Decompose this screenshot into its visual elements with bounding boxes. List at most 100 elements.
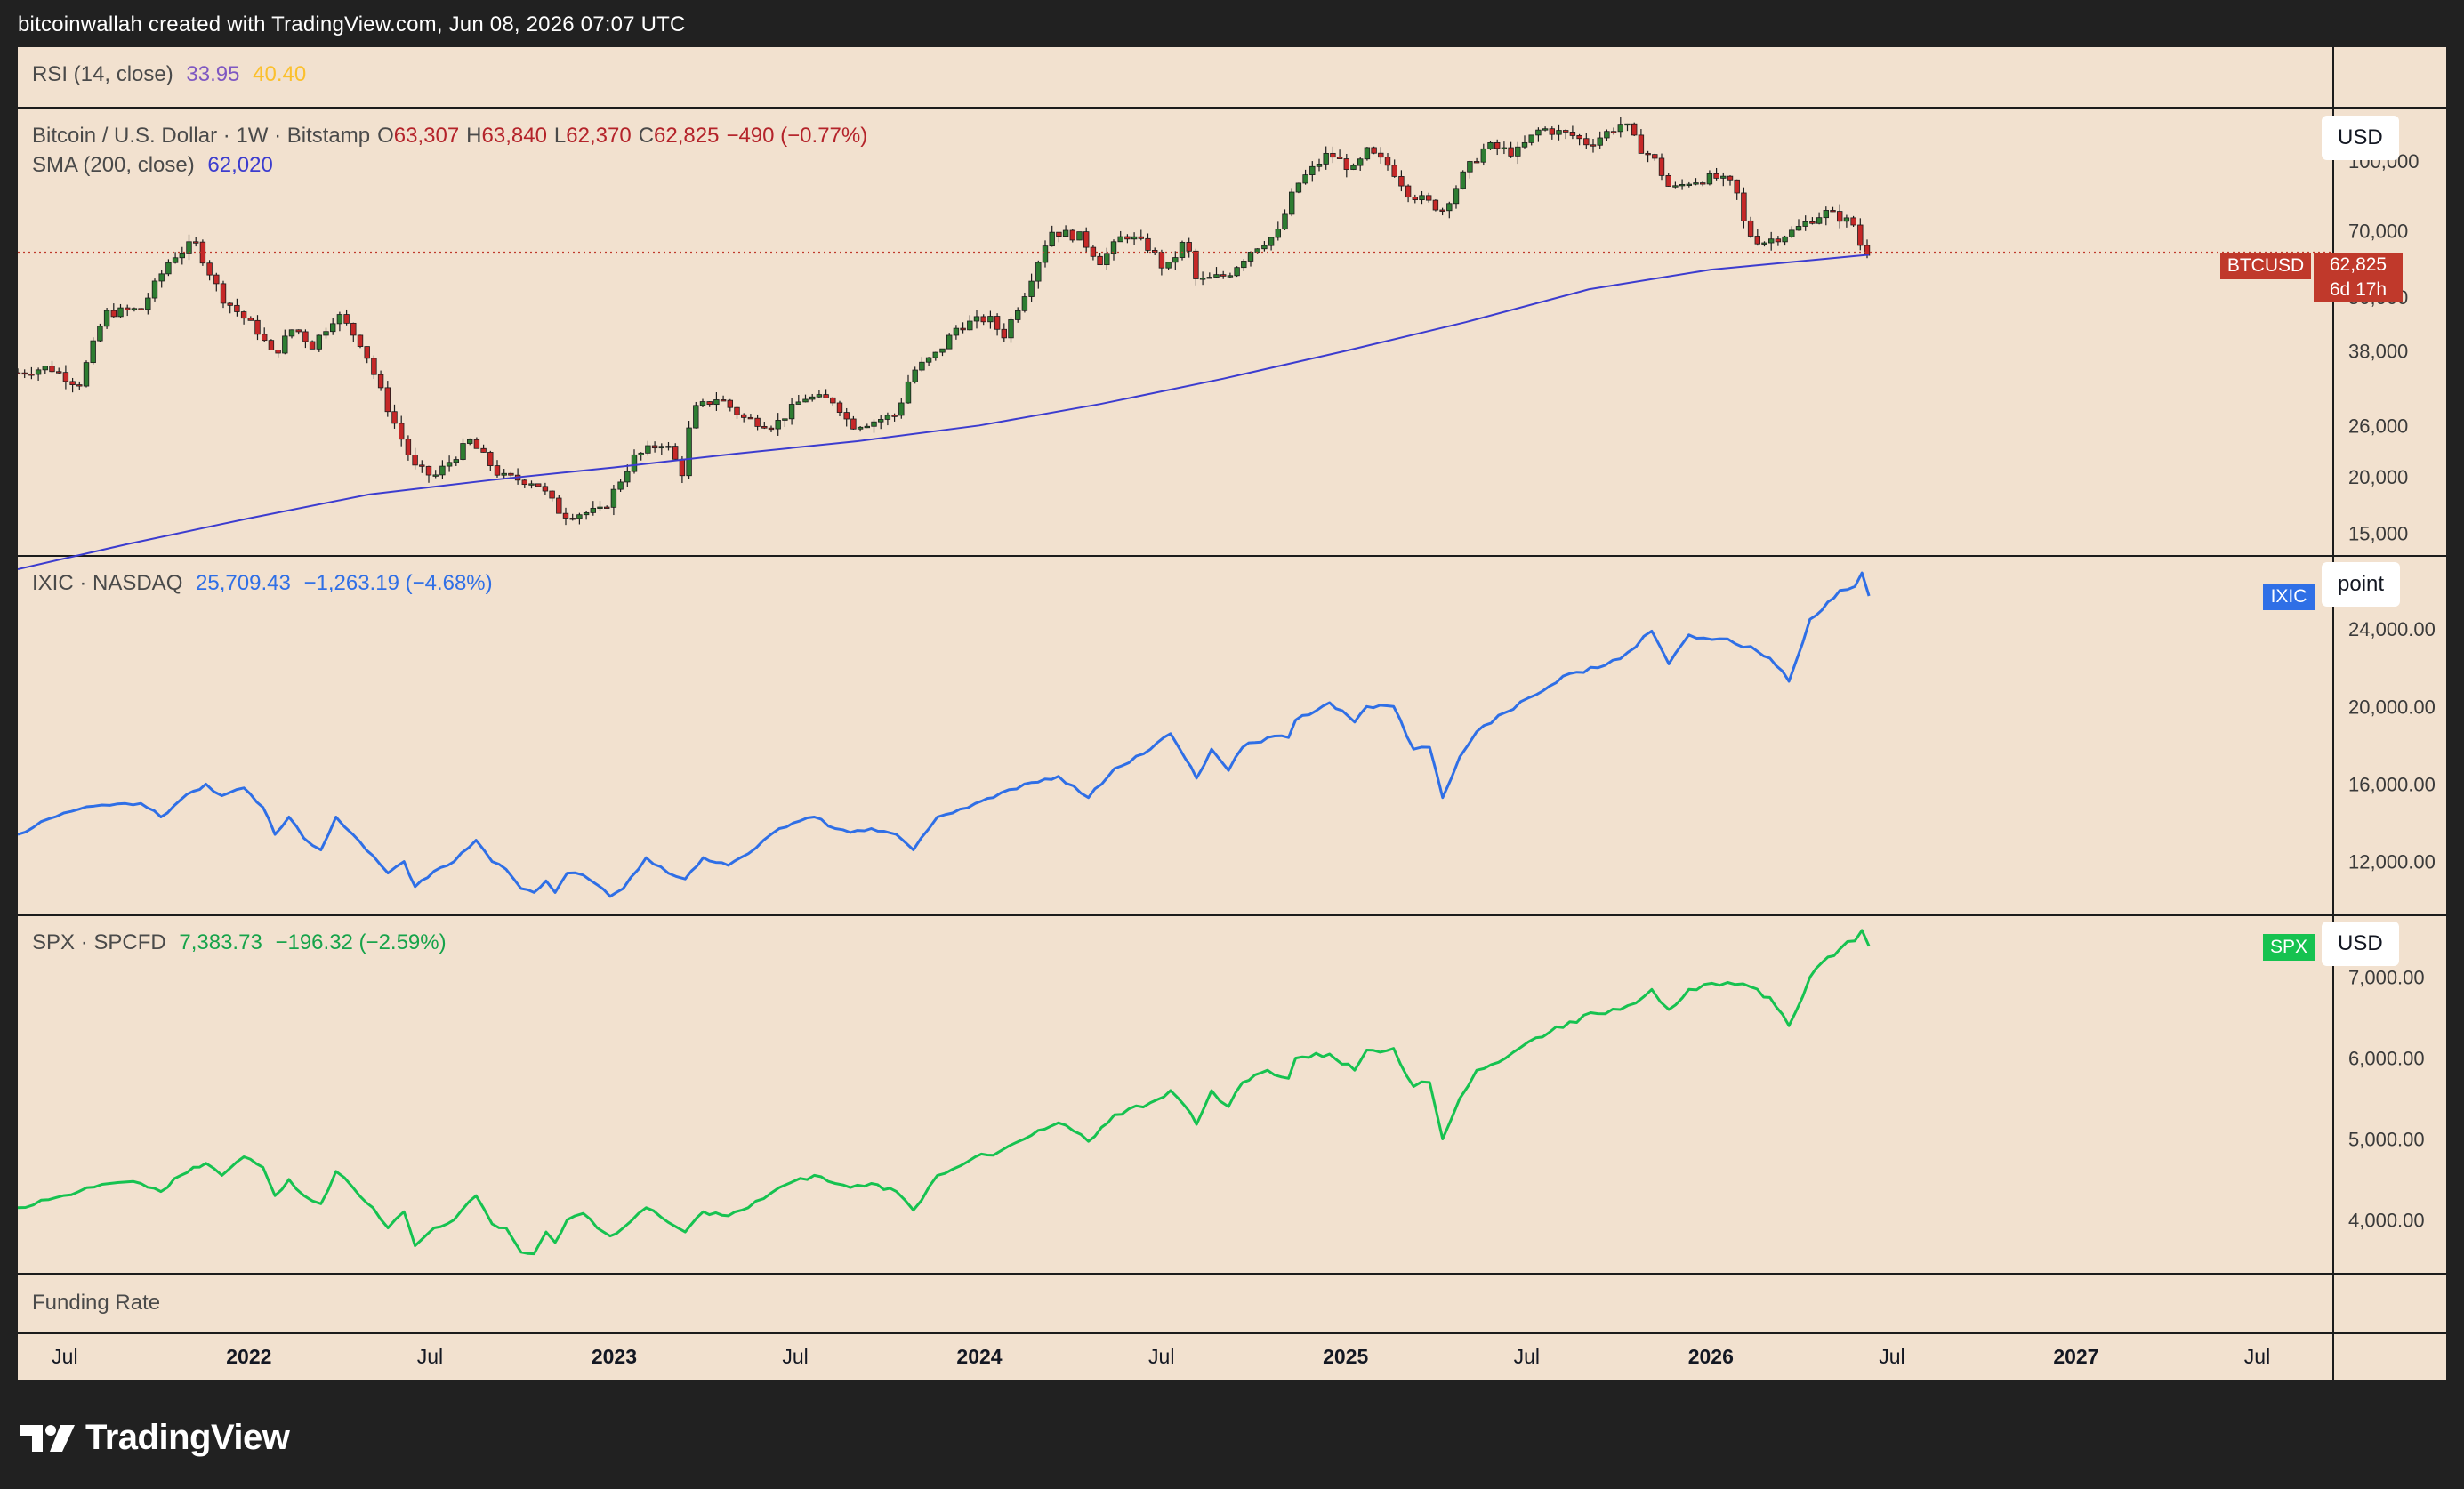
btc-candle — [247, 318, 254, 321]
btc-candle — [1104, 253, 1110, 266]
btc-price-badge: 62,825 6d 17h — [2314, 253, 2403, 302]
ixic-symbol-badge: IXIC — [2263, 584, 2315, 610]
ixic-unit-selector[interactable]: point — [2322, 562, 2401, 607]
btc-candle — [42, 366, 48, 371]
btc-candle — [1535, 129, 1542, 136]
btc-candle — [1035, 262, 1042, 282]
btc-high-label: H — [466, 124, 482, 148]
ixic-price-tick: 16,000.00 — [2348, 773, 2436, 795]
btc-unit-selector[interactable]: USD — [2322, 116, 2399, 160]
btc-price-tick: 38,000 — [2348, 341, 2408, 363]
sma-value: 62,020 — [207, 153, 273, 177]
btc-candle — [1850, 217, 1856, 226]
btc-candle — [151, 280, 158, 299]
btc-candle — [693, 405, 699, 429]
btc-candle — [665, 446, 672, 448]
btc-candle — [768, 427, 775, 431]
btc-candle — [288, 329, 295, 337]
btc-candle — [28, 374, 35, 376]
btc-price-tick: 20,000 — [2348, 466, 2408, 488]
btc-candle — [1241, 261, 1247, 269]
btc-candle — [1617, 124, 1623, 133]
btc-candle — [1213, 274, 1220, 278]
btc-candle — [1062, 229, 1069, 237]
btc-price-tick: 70,000 — [2348, 221, 2408, 243]
ixic-price-tick: 12,000.00 — [2348, 851, 2436, 873]
chart-frame[interactable]: Jul 2022 Jul 2023 Jul 2024 Jul 2025 Jul 2026 Jul 20… — [18, 47, 2446, 1380]
btc-candle — [727, 399, 733, 408]
btc-candle — [158, 273, 165, 282]
btc-candle — [316, 334, 322, 350]
btc-candle — [1576, 135, 1582, 140]
spx-change: −196.32 (−2.59%) — [275, 930, 447, 954]
btc-candle — [1439, 209, 1445, 212]
btc-candle — [1467, 161, 1473, 173]
btc-candle — [1446, 203, 1453, 212]
btc-symbol-label: Bitcoin / U.S. Dollar · 1W · Bitstamp — [32, 124, 371, 148]
time-axis-tick: Jul — [1879, 1345, 1904, 1368]
btc-candle — [1549, 128, 1555, 135]
ixic-change: −1,263.19 (−4.68%) — [303, 571, 493, 595]
btc-candle — [18, 372, 21, 374]
chart-canvas[interactable]: Jul 2022 Jul 2023 Jul 2024 Jul 2025 Jul 2026 Jul 20… — [18, 47, 2446, 1380]
btc-candle — [1604, 131, 1610, 139]
btc-candle — [234, 304, 240, 312]
btc-candle — [90, 340, 96, 364]
btc-candle — [1453, 188, 1460, 205]
btc-candle — [973, 316, 980, 322]
tradingview-brand-name: TradingView — [85, 1418, 290, 1457]
time-axis-tick: 2022 — [226, 1345, 271, 1368]
btc-candle — [1234, 267, 1240, 277]
ixic-value: 25,709.43 — [196, 571, 291, 595]
btc-legend: Bitcoin / U.S. Dollar · 1W · Bitstamp O63… — [32, 124, 874, 149]
spx-price-tick: 5,000.00 — [2348, 1129, 2425, 1151]
btc-candle — [1172, 257, 1179, 263]
btc-candle — [1610, 131, 1617, 133]
btc-candle — [1261, 245, 1268, 250]
btc-candle — [1008, 319, 1014, 339]
btc-candle — [1672, 185, 1679, 188]
btc-candle — [165, 262, 172, 275]
btc-candle — [138, 308, 144, 310]
btc-candle — [1747, 220, 1754, 237]
btc-candle — [754, 417, 761, 427]
btc-candle — [1761, 242, 1767, 245]
btc-candle — [1741, 192, 1747, 221]
btc-candle — [1795, 226, 1802, 231]
btc-candle — [713, 399, 720, 406]
btc-candle — [898, 402, 905, 416]
btc-candle — [1809, 221, 1816, 224]
btc-candle — [1665, 174, 1671, 187]
tradingview-logo-icon — [20, 1424, 75, 1452]
btc-candle — [69, 381, 76, 385]
btc-candle — [679, 458, 686, 477]
btc-candle — [802, 398, 809, 403]
btc-candle — [720, 399, 727, 402]
btc-candle — [850, 418, 857, 430]
rsi-label: RSI (14, close) — [32, 62, 173, 86]
btc-candle — [562, 512, 569, 519]
btc-candle — [446, 462, 453, 467]
btc-candle — [282, 335, 288, 354]
btc-candle — [645, 445, 651, 454]
btc-candle — [672, 446, 679, 460]
spx-unit-selector[interactable]: USD — [2322, 922, 2399, 966]
btc-candle — [1432, 199, 1439, 211]
btc-candle — [1179, 242, 1186, 258]
btc-candle — [795, 401, 801, 405]
btc-candle — [254, 319, 261, 335]
time-axis-tick: Jul — [782, 1345, 808, 1368]
spx-price-tick: 6,000.00 — [2348, 1048, 2425, 1070]
btc-candle — [1679, 184, 1686, 187]
btc-candle — [569, 518, 576, 520]
btc-candle — [521, 479, 527, 486]
btc-candle — [1247, 252, 1254, 262]
btc-candle — [658, 446, 664, 449]
btc-candle — [1076, 231, 1083, 241]
btc-candle — [624, 471, 631, 483]
btc-candle — [528, 483, 535, 486]
btc-candle — [932, 351, 938, 358]
btc-candle — [734, 406, 740, 415]
tradingview-logo: TradingView — [20, 1418, 290, 1458]
btc-candle — [1199, 278, 1206, 280]
